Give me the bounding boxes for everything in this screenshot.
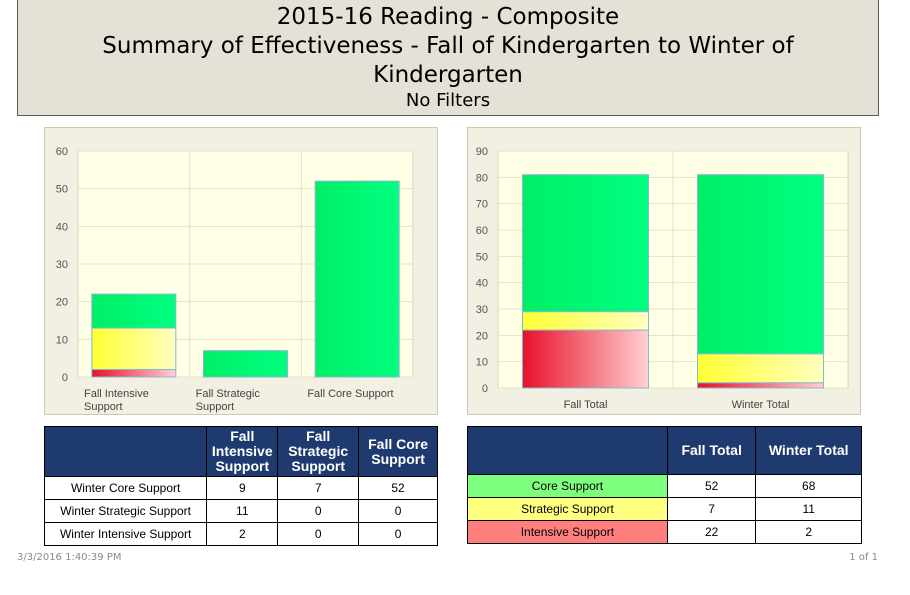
bar-segment xyxy=(522,329,649,389)
y-tick-label: 90 xyxy=(476,146,488,158)
left-summary-table: Fall Intensive Support Fall Strategic Su… xyxy=(43,426,438,546)
table-row: Winter Strategic Support 11 0 0 xyxy=(43,499,438,523)
bar-segment xyxy=(697,353,824,384)
y-tick-label: 30 xyxy=(476,304,488,316)
report-subtitle: Summary of Effectiveness - Fall of Kinde… xyxy=(102,33,794,88)
row-label-strategic: Strategic Support xyxy=(467,497,668,521)
table-cell: 52 xyxy=(666,474,757,498)
right-summary-table: Fall Total Winter Total Core Support 52 … xyxy=(467,426,862,544)
report-title: 2015-16 Reading - Composite xyxy=(276,4,620,30)
table-row: Winter Intensive Support 2 0 0 xyxy=(43,522,438,546)
y-tick-label: 30 xyxy=(56,259,68,271)
table-header-empty xyxy=(43,426,208,477)
table-cell: 68 xyxy=(755,474,862,498)
report-header: 2015-16 Reading - Composite Summary of E… xyxy=(17,0,879,116)
right-chart-panel: 0 10 20 30 40 50 60 70 80 90 Fall Total Winter Tota… xyxy=(467,127,861,415)
x-tick-label: Fall Strategic xyxy=(196,388,261,400)
row-label-core: Core Support xyxy=(467,474,668,498)
table-header-empty xyxy=(467,426,668,475)
y-tick-label: 20 xyxy=(476,330,488,342)
table-header: Winter Total xyxy=(755,426,862,475)
table-cell: 0 xyxy=(358,522,438,546)
y-tick-label: 10 xyxy=(476,357,488,369)
y-tick-label: 10 xyxy=(56,334,68,346)
table-row: Strategic Support 7 11 xyxy=(467,497,862,521)
page-number: 1 of 1 xyxy=(849,552,878,563)
bar-segment xyxy=(697,382,824,389)
table-cell: 0 xyxy=(358,499,438,523)
table-cell: 0 xyxy=(277,522,360,546)
y-tick-label: 80 xyxy=(476,172,488,184)
y-tick-label: 0 xyxy=(62,372,68,384)
table-header: Fall Total xyxy=(666,426,757,475)
row-label: Winter Strategic Support xyxy=(43,499,208,523)
table-header: Fall Intensive Support xyxy=(206,426,279,477)
y-tick-label: 20 xyxy=(56,297,68,309)
bar-segment xyxy=(91,368,177,378)
right-chart: 0 10 20 30 40 50 60 70 80 90 Fall Total Winter Tota… xyxy=(476,146,849,411)
y-tick-label: 60 xyxy=(56,146,68,158)
bar-segment xyxy=(314,180,400,378)
x-tick-label: Fall Core Support xyxy=(307,388,393,400)
y-tick-label: 50 xyxy=(56,184,68,196)
x-tick-label: Winter Total xyxy=(732,399,790,411)
y-tick-label: 40 xyxy=(56,221,68,233)
x-tick-label: Support xyxy=(196,401,235,413)
table-row: Winter Core Support 9 7 52 xyxy=(43,476,438,500)
table-cell: 52 xyxy=(358,476,438,500)
x-tick-label: Fall Total xyxy=(564,399,608,411)
table-header: Fall Strategic Support xyxy=(277,426,360,477)
bar-segment xyxy=(91,293,177,329)
left-chart-panel: 0 10 20 30 40 50 60 Fall Intensive Support Fall S… xyxy=(44,127,438,415)
table-cell: 0 xyxy=(277,499,360,523)
y-tick-label: 50 xyxy=(476,251,488,263)
x-tick-label: Support xyxy=(84,401,123,413)
table-cell: 2 xyxy=(206,522,279,546)
table-header-row: Fall Total Winter Total xyxy=(467,426,862,475)
table-row: Core Support 52 68 xyxy=(467,474,862,498)
bar-segment xyxy=(522,311,649,331)
table-header-row: Fall Intensive Support Fall Strategic Su… xyxy=(43,426,438,477)
bar-segment xyxy=(91,327,177,370)
y-tick-label: 60 xyxy=(476,225,488,237)
table-cell: 22 xyxy=(666,520,757,544)
bar-segment xyxy=(522,174,649,313)
y-tick-label: 70 xyxy=(476,199,488,211)
y-tick-label: 0 xyxy=(482,383,488,395)
table-cell: 9 xyxy=(206,476,279,500)
table-row: Intensive Support 22 2 xyxy=(467,520,862,544)
table-cell: 7 xyxy=(666,497,757,521)
bar-segment xyxy=(203,350,288,378)
table-cell: 2 xyxy=(755,520,862,544)
y-tick-label: 40 xyxy=(476,278,488,290)
row-label: Winter Intensive Support xyxy=(43,522,208,546)
table-header: Fall Core Support xyxy=(358,426,438,477)
row-label-intensive: Intensive Support xyxy=(467,520,668,544)
x-tick-label: Fall Intensive xyxy=(84,388,149,400)
report-timestamp: 3/3/2016 1:40:39 PM xyxy=(17,552,122,563)
bar-segment xyxy=(697,174,824,355)
table-cell: 11 xyxy=(206,499,279,523)
table-cell: 11 xyxy=(755,497,862,521)
row-label: Winter Core Support xyxy=(43,476,208,500)
table-cell: 7 xyxy=(277,476,360,500)
filter-label: No Filters xyxy=(405,90,491,111)
